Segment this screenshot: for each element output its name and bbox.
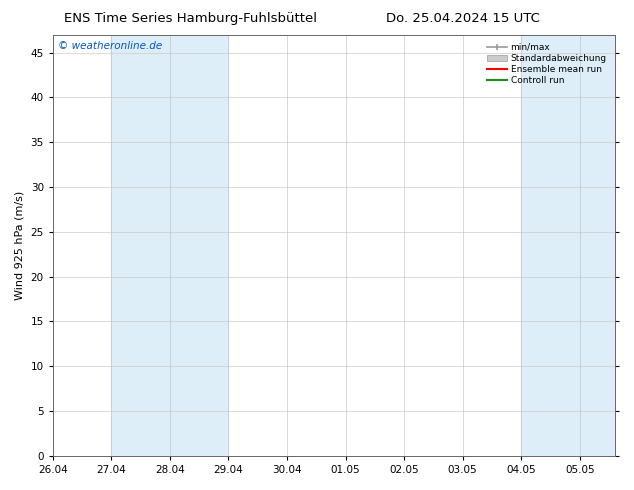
Bar <box>112 35 228 456</box>
Text: ENS Time Series Hamburg-Fuhlsbüttel: ENS Time Series Hamburg-Fuhlsbüttel <box>63 12 317 25</box>
Legend: min/max, Standardabweichung, Ensemble mean run, Controll run: min/max, Standardabweichung, Ensemble me… <box>484 39 611 89</box>
Text: Do. 25.04.2024 15 UTC: Do. 25.04.2024 15 UTC <box>386 12 540 25</box>
Text: © weatheronline.de: © weatheronline.de <box>58 41 163 51</box>
Y-axis label: Wind 925 hPa (m/s): Wind 925 hPa (m/s) <box>15 191 25 300</box>
Bar <box>521 35 615 456</box>
